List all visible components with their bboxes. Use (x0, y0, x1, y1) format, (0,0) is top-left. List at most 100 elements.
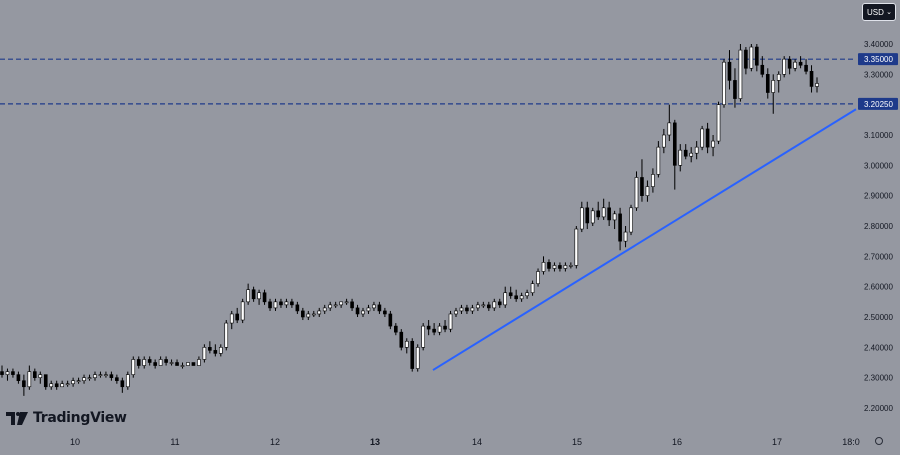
candle-body (476, 304, 480, 309)
candle-body (541, 262, 546, 272)
candle-body (705, 128, 710, 148)
candle-body (197, 359, 201, 366)
candle-body (262, 292, 267, 303)
candle-body (437, 325, 442, 333)
candle-body (815, 83, 819, 87)
candle-body (519, 295, 524, 300)
candle-body (689, 152, 693, 157)
candle-body (612, 213, 617, 221)
x-axis-tick-label: 18:0 (842, 437, 860, 447)
candle-body (350, 301, 354, 309)
candle-body (804, 64, 808, 72)
candle-body (640, 177, 644, 196)
candle-body (295, 304, 300, 312)
candle-body (623, 231, 628, 242)
candle-body (22, 380, 26, 388)
candle-body (672, 122, 677, 166)
candle-body (54, 383, 59, 388)
candle-body (372, 304, 376, 309)
candle-body (678, 149, 683, 166)
y-axis-tick-label: 2.80000 (864, 222, 893, 231)
candle-body (601, 207, 606, 218)
candle-body (98, 374, 103, 376)
candle-body (798, 61, 803, 66)
currency-selector-button[interactable]: USD ⌄ (862, 3, 896, 21)
candle-body (683, 149, 688, 157)
candle-body (317, 310, 322, 315)
candle-body (311, 313, 316, 316)
tradingview-logo[interactable]: TradingView (6, 407, 127, 429)
candle-body (459, 307, 464, 312)
candle-body (71, 380, 75, 385)
candle-body (361, 310, 365, 315)
candle-body (273, 301, 278, 309)
candle-body (142, 359, 147, 366)
settings-gear-icon[interactable] (875, 437, 883, 445)
candle-body (180, 365, 185, 367)
candle-body (569, 265, 573, 267)
candle-body (443, 325, 447, 330)
level-price-label-bg (858, 97, 898, 110)
candle-body (448, 313, 453, 330)
candle-body (186, 362, 190, 366)
level-price-label-bg (858, 53, 898, 66)
candle-body (394, 325, 398, 333)
candle-body (700, 128, 704, 148)
candle-body (224, 322, 229, 348)
candle-body (147, 359, 152, 363)
candle-body (191, 362, 196, 366)
candle-body (158, 359, 163, 366)
candle-body (421, 325, 425, 348)
candle-body (251, 289, 256, 300)
candle-body (574, 228, 579, 266)
x-axis-tick-label: 11 (170, 437, 179, 447)
candle-body (229, 313, 234, 324)
candle-body (377, 304, 382, 312)
candle-body (344, 301, 349, 304)
candle-body (432, 328, 436, 333)
candle-body (388, 313, 393, 327)
candle-body (465, 307, 469, 312)
y-axis-tick-label: 2.30000 (864, 374, 893, 383)
x-axis-tick-label: 16 (672, 437, 682, 447)
candle-body (481, 304, 486, 307)
tradingview-logo-icon (6, 411, 28, 425)
candle-body (662, 134, 666, 148)
candle-body (175, 362, 179, 366)
candle-body (503, 292, 508, 306)
candle-body (355, 307, 360, 315)
candle-body (776, 74, 781, 81)
candle-body (596, 210, 601, 218)
candle-body (257, 292, 261, 300)
candle-body (771, 80, 776, 93)
tradingview-logo-text: TradingView (33, 410, 127, 426)
candle-body (208, 347, 212, 351)
candle-body (415, 347, 420, 369)
candle-body (454, 310, 458, 315)
candle-body (749, 46, 754, 69)
candle-body (27, 371, 32, 388)
candle-body (645, 186, 650, 196)
candle-body (651, 174, 655, 187)
candle-body (558, 265, 562, 269)
currency-label: USD (867, 8, 884, 17)
y-axis-tick-label: 3.00000 (864, 161, 893, 170)
candle-body (82, 377, 86, 381)
candle-body (579, 207, 584, 230)
candle-body (782, 58, 786, 75)
candle-body (508, 292, 513, 297)
x-axis-tick-label: 10 (70, 437, 80, 447)
candle-body (240, 301, 245, 321)
y-axis-tick-label: 2.70000 (864, 252, 893, 261)
candle-body (306, 313, 311, 318)
candle-body (109, 374, 114, 378)
candle-body (33, 371, 37, 378)
candle-body (301, 310, 305, 318)
candle-body (399, 331, 404, 348)
candle-body (634, 177, 639, 209)
candle-body (87, 377, 92, 379)
candle-body (470, 307, 475, 312)
candle-body (536, 271, 540, 284)
